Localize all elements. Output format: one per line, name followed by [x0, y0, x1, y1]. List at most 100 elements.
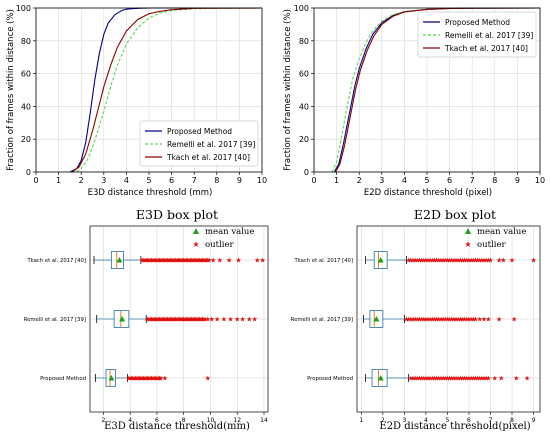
e3d-box-outlier-marker: ★ — [143, 374, 149, 382]
e3d-box-outlier-marker: ★ — [167, 257, 173, 265]
e2d-box-xtick-label: 7 — [489, 417, 493, 424]
e3d-box-outlier-marker: ★ — [143, 257, 149, 265]
e2d-box-outlier-marker: ★ — [492, 374, 498, 382]
e3d-box-outlier-marker: ★ — [210, 257, 216, 265]
e2d-box-outlier-marker: ★ — [477, 374, 483, 382]
e2d-box-outlier-marker: ★ — [474, 374, 480, 382]
e2d-box-outlier-marker: ★ — [423, 374, 429, 382]
e2d-box-outlier-marker: ★ — [414, 316, 420, 324]
e3d-box-xtick-label: 2 — [101, 417, 105, 424]
e3d-box-outlier-marker: ★ — [156, 257, 162, 265]
e3d-box-outlier-marker: ★ — [131, 374, 137, 382]
e3d-cdf-series-line-3 — [71, 7, 263, 173]
e2d-box-xlabel: E2D distance threshold(pixel) — [379, 421, 530, 432]
e2d-box-outlier-marker: ★ — [449, 374, 455, 382]
e3d-cdf-legend-label: Proposed Method — [167, 127, 232, 136]
e3d-box-outlier-marker: ★ — [191, 257, 197, 265]
e2d-box-outlier-marker: ★ — [416, 257, 422, 265]
e2d-box-outlier-marker: ★ — [481, 316, 487, 324]
e3d-box-outlier-marker: ★ — [177, 257, 183, 265]
e3d-box-plot: E3D box plot E3D distance threshold(mm) … — [24, 207, 269, 432]
e3d-box-outlier-marker: ★ — [194, 316, 200, 324]
e2d-box-outlier-marker: ★ — [513, 374, 519, 382]
e2d-box-outlier-marker: ★ — [451, 257, 457, 265]
e2d-box-outlier-marker: ★ — [431, 257, 437, 265]
e2d-box-category-label: Remelli et al. 2017 [39] — [291, 317, 353, 323]
e3d-box-outlier-marker: ★ — [206, 257, 212, 265]
e2d-box-outlier-marker: ★ — [438, 257, 444, 265]
e3d-box-outlier-marker: ★ — [162, 257, 168, 265]
e3d-box-outlier-marker: ★ — [185, 316, 191, 324]
e2d-cdf-xtick-label: 9 — [515, 176, 520, 185]
e3d-box-legend-outlier-marker: ★ — [192, 240, 199, 249]
e3d-box-outlier-marker: ★ — [205, 316, 211, 324]
e3d-cdf-ytick-label: 60 — [21, 70, 31, 79]
e2d-box-outlier-marker: ★ — [444, 316, 450, 324]
e2d-cdf-xtick-label: 3 — [379, 176, 384, 185]
e2d-box-outlier-marker: ★ — [421, 316, 427, 324]
e3d-box-outlier-marker: ★ — [167, 316, 173, 324]
e3d-box-outlier-marker: ★ — [140, 374, 146, 382]
e3d-box-outlier-marker: ★ — [144, 374, 150, 382]
e2d-box-outlier-marker: ★ — [479, 374, 485, 382]
e3d-box-outlier-marker: ★ — [142, 257, 148, 265]
e2d-box-xtick-label: 9 — [532, 417, 536, 424]
e3d-cdf-xlabel: E3D distance threshold (mm) — [88, 188, 213, 198]
e2d-box-outlier-marker: ★ — [425, 374, 431, 382]
e3d-box-outlier-marker: ★ — [217, 257, 223, 265]
e3d-box-outlier-marker: ★ — [164, 257, 170, 265]
e2d-box-outlier-marker: ★ — [434, 316, 440, 324]
e3d-box-outlier-marker: ★ — [148, 257, 154, 265]
e2d-box-outlier-marker: ★ — [416, 316, 422, 324]
e2d-cdf-xtick-label: 4 — [402, 176, 407, 185]
e3d-box-outlier-marker: ★ — [199, 316, 205, 324]
e2d-box-outlier-marker: ★ — [509, 257, 515, 265]
e2d-box-outlier-marker: ★ — [436, 374, 442, 382]
e2d-box-outlier-marker: ★ — [416, 374, 422, 382]
e2d-box-outlier-marker: ★ — [421, 257, 427, 265]
e3d-box-outlier-marker: ★ — [148, 316, 154, 324]
e3d-box-outlier-marker: ★ — [195, 257, 201, 265]
e3d-box-outlier-marker: ★ — [155, 257, 161, 265]
e3d-box-legend-mean-marker — [193, 228, 199, 234]
e2d-box-xtick-label: 1 — [359, 417, 363, 424]
e2d-box-outlier-marker: ★ — [421, 374, 427, 382]
e3d-box-xtick-label: 8 — [182, 417, 186, 424]
e2d-box-outlier-marker: ★ — [464, 374, 470, 382]
e2d-box-outlier-marker: ★ — [440, 374, 446, 382]
e3d-box-outlier-marker: ★ — [226, 257, 232, 265]
e3d-box-outlier-marker: ★ — [251, 316, 257, 324]
e2d-box-outlier-marker: ★ — [472, 374, 478, 382]
e3d-box-mean-marker — [116, 257, 123, 263]
e2d-box-outlier-marker: ★ — [464, 257, 470, 265]
e3d-box-outlier-marker: ★ — [152, 257, 158, 265]
e3d-box-category-label: Remelli et al. 2017 [39] — [24, 317, 86, 323]
e2d-box-outlier-marker: ★ — [453, 374, 459, 382]
e2d-box-outlier-marker: ★ — [466, 316, 472, 324]
e2d-box-outlier-marker: ★ — [468, 257, 474, 265]
e3d-box-outlier-marker: ★ — [151, 374, 157, 382]
e2d-cdf-legend-box — [417, 11, 537, 58]
e2d-box-outlier-marker: ★ — [403, 316, 409, 324]
e3d-box-outlier-marker: ★ — [183, 316, 189, 324]
e3d-box-frame — [89, 225, 269, 413]
e2d-box-outlier-marker: ★ — [406, 257, 412, 265]
e3d-box-outlier-marker: ★ — [179, 316, 185, 324]
e3d-box-outlier-marker: ★ — [132, 374, 138, 382]
e3d-box-outlier-marker: ★ — [140, 257, 146, 265]
e3d-cdf-ytick-label: 80 — [21, 37, 31, 46]
e3d-box-outlier-marker: ★ — [185, 257, 191, 265]
e3d-box-outlier-marker: ★ — [146, 316, 152, 324]
e3d-box-outlier-marker: ★ — [154, 257, 160, 265]
e3d-box-outlier-marker: ★ — [152, 374, 158, 382]
e3d-box-outlier-marker: ★ — [138, 374, 144, 382]
e3d-box-outlier-marker: ★ — [150, 257, 156, 265]
e3d-box-outlier-marker: ★ — [177, 316, 183, 324]
e2d-box-outlier-marker: ★ — [436, 257, 442, 265]
e3d-box-outlier-marker: ★ — [179, 257, 185, 265]
e3d-box-outlier-marker: ★ — [148, 374, 154, 382]
e3d-box-outlier-marker: ★ — [150, 316, 156, 324]
e3d-box-outlier-marker: ★ — [154, 316, 160, 324]
e2d-cdf-legend-label: Remelli et al. 2017 [39] — [445, 31, 533, 40]
